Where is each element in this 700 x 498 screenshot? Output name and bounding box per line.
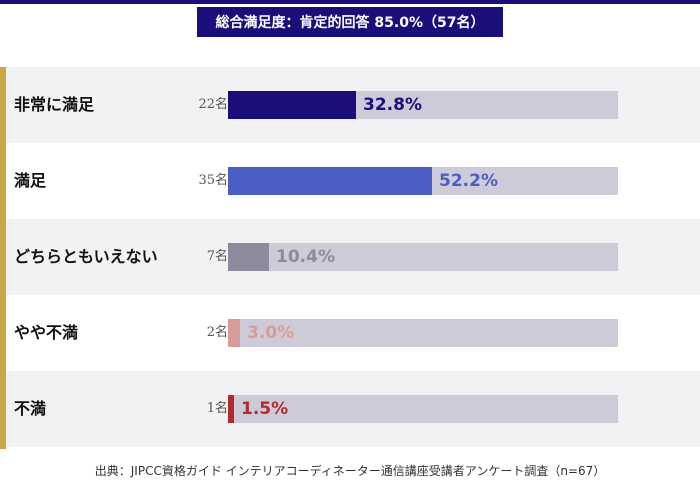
respondent-count: 7名 — [206, 249, 228, 264]
bar-track: 10.4% — [228, 243, 618, 271]
respondent-count: 1名 — [206, 401, 228, 416]
respondent-count: 35名 — [198, 173, 228, 188]
bar-fill — [228, 395, 234, 423]
bar-track: 32.8% — [228, 91, 618, 119]
category-label: 非常に満足 — [14, 95, 95, 114]
top-rule — [0, 0, 700, 4]
bar-fill — [228, 319, 240, 347]
category-label: やや不満 — [14, 323, 79, 342]
bar-track: 1.5% — [228, 395, 618, 423]
value-label: 32.8% — [363, 95, 422, 115]
respondent-count: 2名 — [206, 325, 228, 340]
bar-row: 不満 1名 1.5% — [6, 371, 700, 447]
accent-bar — [0, 67, 6, 449]
value-label: 3.0% — [247, 323, 295, 343]
category-label: どちらともいえない — [14, 247, 158, 266]
bar-track: 3.0% — [228, 319, 618, 347]
bar-track: 52.2% — [228, 167, 618, 195]
bar-row: 非常に満足 22名 32.8% — [6, 67, 700, 143]
bar-row: どちらともいえない 7名 10.4% — [6, 219, 700, 295]
value-label: 52.2% — [439, 171, 498, 191]
source-note: 出典：JIPCC資格ガイド インテリアコーディネーター通信講座受講者アンケート調… — [94, 464, 606, 478]
category-label: 満足 — [14, 171, 47, 190]
bar-fill — [228, 167, 432, 195]
summary-badge: 総合満足度：肯定的回答 85.0%（57名） — [197, 7, 503, 37]
category-label: 不満 — [14, 399, 47, 418]
bar-fill — [228, 243, 269, 271]
respondent-count: 22名 — [198, 97, 228, 112]
value-label: 10.4% — [276, 247, 335, 267]
bar-row: やや不満 2名 3.0% — [6, 295, 700, 371]
bar-row: 満足 35名 52.2% — [6, 143, 700, 219]
value-label: 1.5% — [241, 399, 289, 419]
bar-fill — [228, 91, 356, 119]
